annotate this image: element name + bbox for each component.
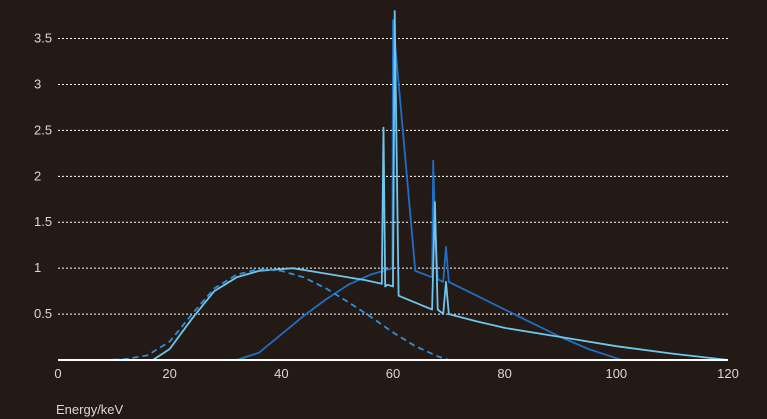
x-axis-label: Energy/keV xyxy=(56,402,124,417)
series-layer xyxy=(102,10,729,361)
x-tick-label: 0 xyxy=(54,366,61,381)
y-tick-label: 3.5 xyxy=(34,31,52,46)
series-line-2 xyxy=(102,268,450,361)
x-tick-label: 60 xyxy=(386,366,400,381)
y-tick-label: 0.5 xyxy=(34,306,52,321)
y-tick-label: 2.5 xyxy=(34,122,52,137)
y-tick-label: 1.5 xyxy=(34,214,52,229)
y-tick-labels: 0.5 1 1.5 2 2.5 3 3.5 xyxy=(34,31,52,322)
x-tick-labels: 0 20 40 60 80 100 120 xyxy=(54,366,738,381)
series-line-1 xyxy=(152,10,729,361)
series-line-0 xyxy=(236,19,623,361)
y-tick-label: 1 xyxy=(34,260,41,275)
x-tick-label: 120 xyxy=(717,366,739,381)
x-tick-label: 100 xyxy=(605,366,627,381)
x-tick-label: 40 xyxy=(274,366,288,381)
y-tick-label: 2 xyxy=(34,168,41,183)
x-tick-label: 80 xyxy=(497,366,511,381)
x-tick-label: 20 xyxy=(162,366,176,381)
y-tick-label: 3 xyxy=(34,76,41,91)
